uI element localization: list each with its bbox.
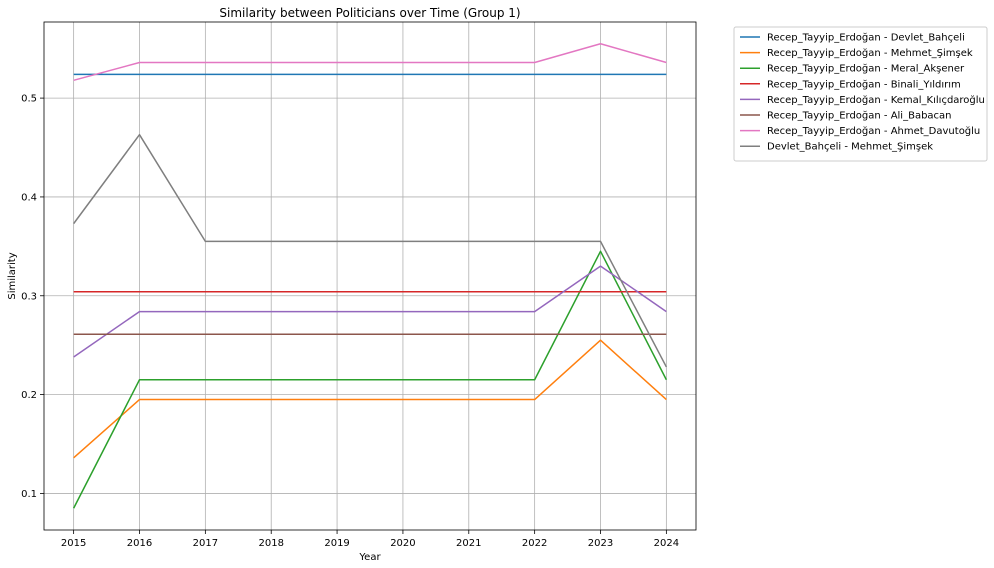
legend-label: Recep_Tayyip_Erdoğan - Ahmet_Davutoğlu <box>767 125 980 137</box>
x-tick-label: 2015 <box>61 538 86 549</box>
y-axis-label: Similarity <box>7 252 18 299</box>
x-tick-label: 2017 <box>193 538 218 549</box>
x-tick-label: 2018 <box>258 538 283 549</box>
axis-ticks: 2015 2016 2017 2018 2019 2020 2021 2022 2023 2024… <box>21 94 679 549</box>
x-tick-label: 2024 <box>654 538 679 549</box>
x-tick-label: 2016 <box>127 538 152 549</box>
plot-frame <box>43 21 697 531</box>
series-line-6 <box>73 42 667 82</box>
chart-title: Similarity between Politicians over Time… <box>219 6 520 20</box>
legend-label: Devlet_Bahçeli - Mehmet_Şimşek <box>767 142 933 153</box>
legend-label: Recep_Tayyip_Erdoğan - Mehmet_Şimşek <box>767 47 973 59</box>
legend-label: Recep_Tayyip_Erdoğan - Devlet_Bahçeli <box>767 32 965 44</box>
legend-label: Recep_Tayyip_Erdoğan - Kemal_Kılıçdaroğl… <box>767 94 985 106</box>
series-line-4 <box>73 265 667 358</box>
y-tick-label: 0.5 <box>21 94 37 105</box>
y-tick-label: 0.3 <box>21 291 37 302</box>
legend-label: Recep_Tayyip_Erdoğan - Binali_Yıldırım <box>767 78 961 90</box>
x-tick-label: 2020 <box>390 538 415 549</box>
series-lines <box>72 42 668 509</box>
legend-label: Recep_Tayyip_Erdoğan - Ali_Babacan <box>767 110 952 122</box>
series-line-1 <box>73 339 667 459</box>
x-tick-label: 2019 <box>324 538 349 549</box>
series-line-7 <box>73 133 668 368</box>
x-tick-label: 2022 <box>522 538 547 549</box>
y-tick-label: 0.2 <box>21 390 37 401</box>
series-line-2 <box>72 250 668 509</box>
x-axis-label: Year <box>358 552 381 563</box>
y-tick-label: 0.1 <box>21 489 37 500</box>
legend: Recep_Tayyip_Erdoğan - Devlet_Bahçeli Rec… <box>733 26 988 162</box>
legend-box <box>733 26 988 162</box>
x-tick-label: 2023 <box>588 538 613 549</box>
x-tick-label: 2021 <box>456 538 481 549</box>
legend-label: Recep_Tayyip_Erdoğan - Meral_Akşener <box>767 63 965 75</box>
grid <box>44 22 696 530</box>
y-tick-label: 0.4 <box>21 192 37 203</box>
